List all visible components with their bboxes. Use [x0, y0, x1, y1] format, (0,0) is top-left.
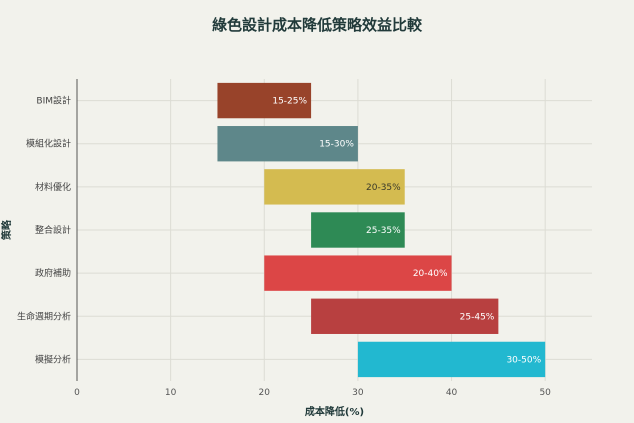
x-tick-label: 0 — [74, 388, 80, 398]
bar-data-label: 15-25% — [272, 97, 307, 107]
category-label: 生命週期分析 — [17, 310, 71, 322]
category-label: 整合設計 — [35, 224, 71, 236]
bar-4 — [311, 212, 405, 248]
category-label: 模組化設計 — [26, 138, 71, 150]
bar-2 — [217, 126, 358, 162]
axes: 0 10 20 30 40 50 BIM設計模組化設計材料優化整合設計政府補助生命週期分析模… — [17, 79, 551, 398]
x-axis-title: 成本降低(%) — [305, 405, 364, 418]
bar-data-label: 20-40% — [413, 269, 448, 279]
category-label: 政府補助 — [35, 267, 71, 279]
y-axis-title: 策略 — [0, 219, 13, 240]
category-label: BIM設計 — [36, 95, 71, 107]
x-tick-label: 40 — [446, 388, 458, 398]
x-tick-label: 20 — [259, 388, 271, 398]
bar-1 — [217, 82, 312, 119]
category-label: 模擬分析 — [35, 353, 71, 365]
bar-3 — [264, 169, 405, 205]
x-tick-label: 50 — [539, 388, 551, 398]
x-tick-label: 10 — [165, 388, 177, 398]
bar-data-label: 25-45% — [460, 312, 495, 322]
chart-title: 綠色設計成本降低策略效益比較 — [211, 16, 422, 34]
category-label: 材料優化 — [35, 181, 71, 193]
bars: 15-25% 15-30% 20-35% 25-35% 20-40% 25-45% 30-5… — [217, 82, 546, 378]
bar-data-label: 20-35% — [366, 183, 401, 193]
bar-7 — [357, 341, 546, 378]
bar-data-label: 25-35% — [366, 226, 401, 236]
bar-6 — [311, 298, 499, 334]
bar-data-label: 15-30% — [319, 140, 354, 150]
x-tick-label: 30 — [352, 388, 364, 398]
bar-data-label: 30-50% — [506, 355, 541, 365]
bar-5 — [264, 255, 452, 291]
